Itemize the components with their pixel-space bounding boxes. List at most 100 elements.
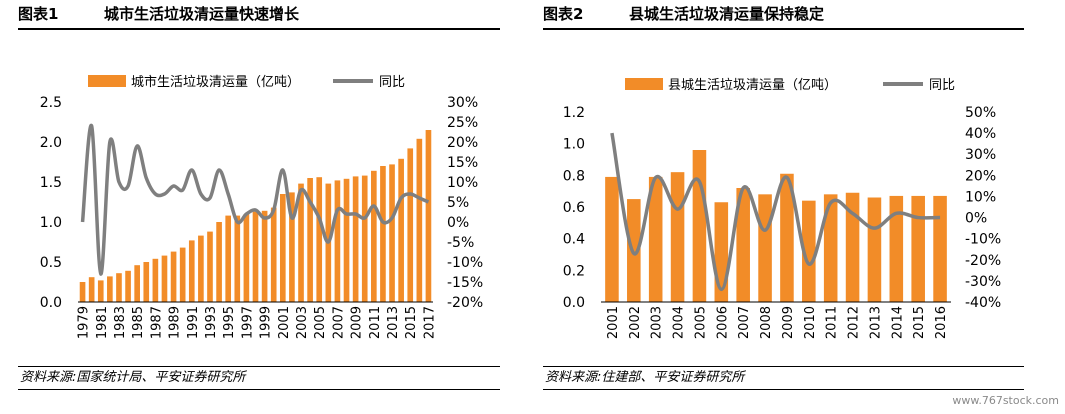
x-tick-label: 1993 — [204, 306, 219, 339]
y-right-tick-label: -5% — [447, 235, 474, 251]
chart-panel-1: 图表1 城市生活垃圾清运量快速增长 城市生活垃圾清运量（亿吨） 同比 0.0 0.5 1.… — [18, 0, 500, 390]
bar-2017 — [425, 130, 432, 302]
bar-1991 — [188, 240, 195, 302]
bar-1999 — [261, 210, 268, 302]
y-right-tick-label: -20% — [447, 295, 483, 311]
chart-1-source: 资料来源:国家统计局、平安证券研究所 — [18, 366, 500, 390]
y-left-tick-label: 1.0 — [40, 215, 62, 231]
bar-2005 — [692, 150, 707, 302]
y-right-tick-label: 5% — [447, 195, 469, 211]
x-tick-label: 2001 — [277, 306, 292, 339]
bar-2001 — [279, 194, 286, 302]
y-right-tick-label: 30% — [965, 147, 996, 163]
bar-2010 — [361, 175, 368, 302]
y-left-tick-label: 0.6 — [563, 200, 585, 216]
x-tick-label: 2006 — [715, 306, 730, 339]
bar-2013 — [389, 164, 395, 302]
bar-2008 — [758, 194, 772, 302]
x-tick-label: 2009 — [350, 306, 365, 339]
bar-2015 — [911, 195, 925, 302]
x-tick-label: 2007 — [737, 306, 752, 339]
x-tick-label: 2003 — [295, 306, 310, 339]
bar-1995 — [225, 215, 232, 302]
y-left-tick-label: 0.0 — [563, 295, 585, 311]
bar-2014 — [889, 195, 904, 302]
bar-2014 — [398, 158, 404, 302]
x-tick-label: 2015 — [404, 306, 419, 339]
bar-1988 — [161, 255, 168, 302]
x-tick-label: 2008 — [759, 306, 774, 339]
legend-bar-swatch — [625, 78, 663, 90]
bar-1990 — [179, 247, 186, 302]
bar-2004 — [670, 172, 685, 302]
bar-2003 — [298, 183, 304, 302]
bar-1980 — [88, 277, 95, 302]
x-tick-label: 1995 — [222, 306, 237, 339]
bar-2015 — [407, 148, 414, 302]
y-right-tick-label: 40% — [965, 126, 996, 142]
chart-panel-2: 图表2 县城生活垃圾清运量保持稳定 县城生活垃圾清运量（亿吨） 同比 0.0 0.2 0.… — [543, 0, 1024, 390]
bar-2003 — [648, 176, 663, 302]
y-right-tick-label: 15% — [447, 155, 478, 171]
y-right-tick-label: -10% — [965, 232, 1001, 248]
legend-bar-label: 城市生活垃圾清运量（亿吨） — [131, 74, 300, 90]
bar-2011 — [371, 170, 377, 302]
chart-2-source-text: 资料来源:住建部、平安证券研究所 — [545, 370, 745, 385]
chart-1-heading: 图表1 城市生活垃圾清运量快速增长 — [18, 0, 500, 28]
bar-2012 — [380, 166, 386, 302]
bar-1981 — [97, 280, 104, 302]
chart-1-title: 城市生活垃圾清运量快速增长 — [104, 5, 300, 23]
x-tick-label: 2013 — [386, 306, 401, 339]
y-left-tick-label: 2.0 — [40, 135, 62, 151]
chart-2-source: 资料来源:住建部、平安证券研究所 — [543, 366, 1024, 390]
bar-2013 — [867, 197, 882, 302]
y-right-tick-label: -20% — [965, 253, 1001, 269]
x-tick-label: 2003 — [650, 306, 665, 339]
chart-1-source-text: 资料来源:国家统计局、平安证券研究所 — [20, 370, 246, 385]
bar-2016 — [933, 195, 947, 302]
bar-1979 — [79, 282, 86, 302]
y-right-tick-label: 20% — [965, 168, 996, 184]
bar-1983 — [116, 273, 122, 302]
y-right-tick-label: 30% — [447, 95, 478, 111]
chart-2-title: 县城生活垃圾清运量保持稳定 — [629, 5, 825, 23]
bar-2009 — [780, 173, 794, 302]
chart-1-figure-label: 图表1 — [18, 5, 59, 23]
chart-1-title-rule — [18, 28, 500, 30]
y-left-tick-label: 0.4 — [563, 232, 585, 248]
bar-1992 — [198, 235, 204, 302]
bar-2009 — [352, 176, 359, 302]
y-left-tick-label: 0.2 — [563, 263, 585, 279]
x-tick-label: 2011 — [825, 306, 840, 339]
bar-2004 — [307, 178, 313, 302]
y-right-tick-label: -30% — [965, 274, 1001, 290]
y-left-tick-label: 1.5 — [40, 175, 62, 191]
x-tick-label: 1979 — [77, 306, 92, 339]
bar-2007 — [334, 180, 341, 302]
y-right-tick-label: 0% — [447, 215, 469, 231]
series-line-yoy — [80, 124, 430, 276]
legend-bar-label: 县城生活垃圾清运量（亿吨） — [668, 78, 837, 93]
y-right-tick-label: 25% — [447, 115, 478, 131]
y-right-tick-label: 0% — [965, 211, 987, 227]
y-right-tick-label: -40% — [965, 295, 1001, 311]
x-tick-label: 2005 — [313, 306, 328, 339]
x-tick-label: 2011 — [368, 306, 383, 339]
chart-2-plot: 县城生活垃圾清运量（亿吨） 同比 0.0 0.2 0.4 0.6 0.8 1.0 1.2 -40%… — [563, 78, 1001, 339]
bar-1993 — [207, 231, 213, 302]
x-tick-label: 2017 — [422, 306, 437, 339]
bar-2006 — [714, 202, 729, 302]
x-tick-label: 2012 — [847, 306, 862, 339]
bar-1998 — [252, 211, 259, 302]
bar-2007 — [736, 188, 750, 302]
x-tick-label: 1987 — [149, 306, 164, 339]
chart-1-plot: 城市生活垃圾清运量（亿吨） 同比 0.0 0.5 1.0 1.5 2.0 2.5 -20% -15… — [40, 74, 483, 339]
y-right-tick-label: 20% — [447, 135, 478, 151]
bar-1985 — [134, 265, 140, 302]
bar-1989 — [170, 251, 177, 302]
bar-2008 — [343, 178, 350, 302]
x-tick-label: 2015 — [912, 306, 927, 339]
bar-1987 — [152, 258, 159, 302]
x-tick-label: 1989 — [168, 306, 183, 339]
y-right-tick-label: -15% — [447, 275, 483, 291]
